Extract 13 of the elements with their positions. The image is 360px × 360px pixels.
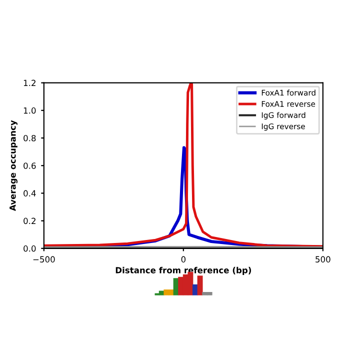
y-tick-label: 1.0 bbox=[24, 107, 36, 114]
x-tick-label: 500 bbox=[316, 256, 330, 262]
y-tick-label: 0.6 bbox=[24, 162, 36, 169]
line-series bbox=[44, 82, 323, 248]
x-tick-label: 0 bbox=[181, 256, 186, 262]
y-tick-label: 0.8 bbox=[24, 134, 36, 142]
y-tick-label: 0.0 bbox=[24, 245, 36, 252]
y-axis-title: Average occupancy bbox=[10, 120, 18, 212]
y-tick-label: 0.4 bbox=[24, 190, 36, 196]
y-tick-label: 1.2 bbox=[24, 80, 36, 86]
x-axis-title: Distance from reference (bp) bbox=[116, 266, 251, 275]
y-tick-label: 0.2 bbox=[24, 218, 36, 224]
x-tick-label: −500 bbox=[33, 256, 55, 262]
